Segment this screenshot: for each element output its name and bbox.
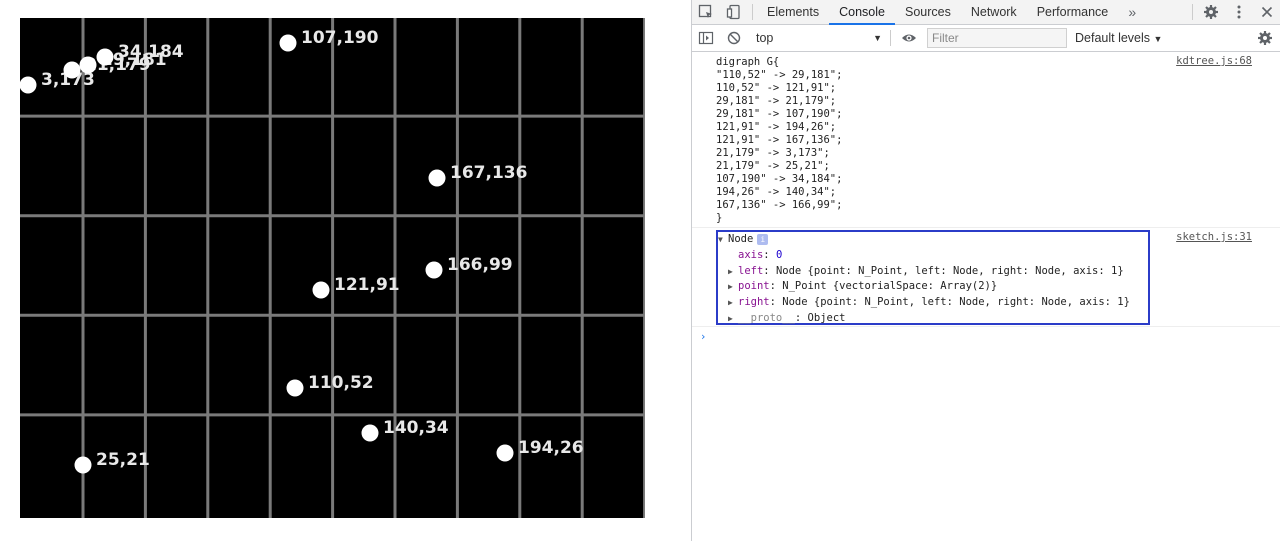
console-message: kdtree.js:68 digraph G{ "110,52" -> 29,1… [692, 52, 1280, 228]
log-line: 21,179" -> 25,21"; [716, 160, 830, 172]
kd-point [74, 456, 92, 474]
property-proto[interactable]: ▶ __proto__: Object [718, 311, 1148, 327]
property-key: right [738, 296, 770, 309]
expanded-triangle-icon[interactable]: ▼ [718, 235, 723, 244]
kd-point-label: 107,190 [301, 28, 379, 48]
property-value: Node {point: N_Point, left: Node, right:… [775, 264, 1124, 277]
kd-point [425, 261, 443, 279]
kd-point [79, 56, 97, 74]
kd-point [279, 34, 297, 52]
kd-point-label: 29,181 [101, 50, 167, 70]
devtools-tabbar: Elements Console Sources Network Perform… [692, 0, 1280, 25]
property-key: left [738, 264, 764, 277]
object-header[interactable]: ▼ Node i [718, 232, 1148, 248]
kd-point-label: 25,21 [96, 450, 150, 470]
console-settings-gear-icon[interactable] [1251, 26, 1279, 50]
tab-console[interactable]: Console [829, 0, 895, 25]
prompt-chevron-icon: › [700, 331, 707, 343]
devtools-panel: Elements Console Sources Network Perform… [691, 0, 1280, 541]
log-line: 29,181" -> 21,179"; [716, 95, 837, 107]
kd-point [286, 379, 304, 397]
inspect-element-icon[interactable] [692, 0, 720, 24]
collapsed-triangle-icon[interactable]: ▶ [728, 266, 733, 276]
source-link[interactable]: kdtree.js:68 [1176, 55, 1252, 67]
collapsed-triangle-icon[interactable]: ▶ [728, 282, 733, 292]
tab-network[interactable]: Network [970, 5, 1017, 19]
sketch-svg: 3,17321,17929,18134,184107,190167,136166… [20, 18, 645, 518]
tab-sources[interactable]: Sources [904, 5, 951, 19]
kebab-menu-icon[interactable] [1225, 0, 1253, 24]
property-value: Node {point: N_Point, left: Node, right:… [782, 296, 1130, 309]
kd-point [361, 424, 379, 442]
toolbar-divider [1192, 4, 1193, 20]
clear-console-icon[interactable] [720, 26, 748, 50]
kd-point [96, 48, 114, 66]
console-output: kdtree.js:68 digraph G{ "110,52" -> 29,1… [692, 52, 1280, 541]
property-key: __proto__ [738, 311, 795, 324]
property-key: axis [738, 248, 764, 261]
log-line: } [716, 212, 723, 224]
log-line: digraph G{ [716, 56, 780, 68]
caret-down-icon: ▼ [873, 33, 882, 43]
console-toolbar: top ▼ Default levels ▼ [692, 25, 1280, 52]
kd-point-label: 166,99 [447, 255, 513, 275]
kd-point-label: 34,184 [118, 42, 184, 62]
filter-input[interactable] [927, 28, 1067, 48]
log-line: "110,52" -> 29,181"; [716, 69, 843, 81]
gear-icon[interactable] [1197, 0, 1225, 24]
kd-point [428, 169, 446, 187]
log-line: 121,91" -> 194,26"; [716, 121, 837, 133]
double-chevron-icon[interactable]: » [1128, 4, 1137, 20]
log-levels-label: Default levels [1075, 31, 1151, 45]
kd-point-label: 110,52 [308, 373, 374, 393]
tab-elements[interactable]: Elements [767, 5, 820, 19]
object-tree: ▼ Node i axis: 0 ▶ left: Node {point: N_Poi… [716, 230, 1150, 325]
info-icon: i [757, 233, 769, 245]
context-value: top [756, 31, 774, 45]
kd-point [63, 61, 81, 79]
property-point[interactable]: ▶ point: N_Point {vectorialSpace: Array(2… [718, 279, 1148, 295]
log-line: 107,190" -> 34,184"; [716, 173, 843, 185]
property-value: N_Point {vectorialSpace: Array(2)} [782, 280, 998, 293]
caret-down-icon: ▼ [1153, 34, 1163, 44]
kd-point [20, 76, 37, 94]
property-left[interactable]: ▶ left: Node {point: N_Point, left: Node,… [718, 264, 1148, 280]
log-levels-dropdown[interactable]: Default levels ▼ [1075, 31, 1162, 45]
log-line: 167,136" -> 166,99"; [716, 199, 843, 211]
kd-point-label: 167,136 [450, 163, 527, 183]
source-link[interactable]: sketch.js:31 [1176, 231, 1252, 243]
property-axis: axis: 0 [738, 248, 783, 261]
log-line: 21,179" -> 3,173"; [716, 147, 830, 159]
log-line: 121,91" -> 167,136"; [716, 134, 843, 146]
log-line: 194,26" -> 140,34"; [716, 186, 837, 198]
property-value: 0 [775, 248, 783, 261]
tab-performance[interactable]: Performance [1036, 5, 1109, 19]
log-line: 29,181" -> 107,190"; [716, 108, 843, 120]
console-prompt[interactable]: › [692, 327, 1280, 347]
kd-point [312, 281, 330, 299]
kd-point [496, 444, 514, 462]
eye-icon[interactable] [895, 26, 923, 50]
toolbar-divider [752, 4, 753, 20]
property-key: point [738, 280, 770, 293]
context-selector[interactable]: top ▼ [752, 31, 886, 45]
device-toolbar-icon[interactable] [720, 0, 748, 24]
collapsed-triangle-icon[interactable]: ▶ [728, 313, 733, 323]
kd-point-label: 140,34 [383, 418, 449, 438]
console-message: sketch.js:31 ▼ Node i axis: 0 ▶ left: Node … [692, 228, 1280, 327]
sidebar-toggle-icon[interactable] [692, 26, 720, 50]
toolbar-divider [890, 30, 891, 46]
kd-point-label: 194,26 [518, 438, 584, 458]
log-line: 110,52" -> 121,91"; [716, 82, 837, 94]
property-right[interactable]: ▶ right: Node {point: N_Point, left: Node… [718, 295, 1148, 311]
close-icon[interactable] [1253, 0, 1280, 24]
object-title: Node [728, 233, 754, 245]
kd-point-label: 121,91 [334, 275, 400, 295]
kd-point-label: 3,173 [41, 70, 95, 90]
property-value: : Object [794, 311, 846, 324]
collapsed-triangle-icon[interactable]: ▶ [728, 298, 733, 308]
sketch-canvas[interactable]: 3,173 21,179 29,181 34,184 107,190 167,136 166… [20, 18, 645, 518]
